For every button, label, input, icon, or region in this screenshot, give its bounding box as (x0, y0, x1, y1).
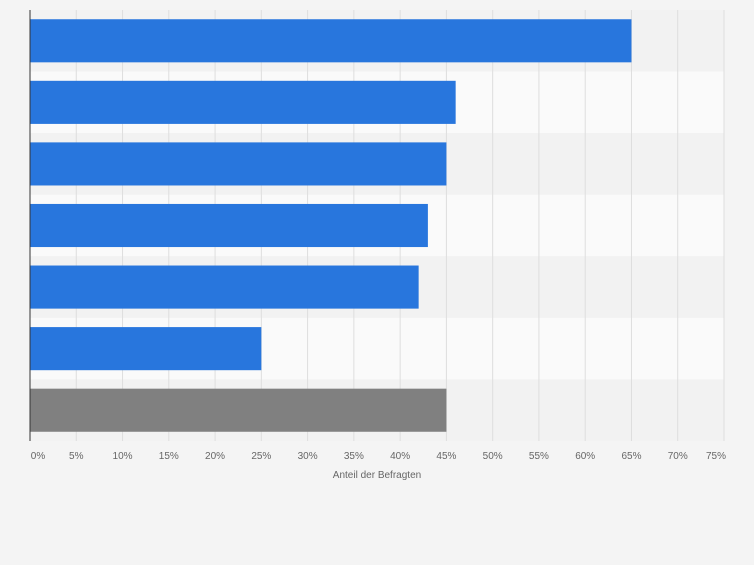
x-tick-label: 60% (575, 451, 595, 462)
bar[interactable] (30, 203, 428, 248)
bar[interactable] (30, 388, 447, 432)
bar[interactable] (30, 142, 447, 186)
x-tick-label: 50% (483, 451, 503, 462)
bar[interactable] (30, 327, 262, 371)
x-tick-label: 75% (706, 451, 726, 462)
x-tick-label: 15% (159, 451, 179, 462)
x-tick-label: 45% (436, 451, 456, 462)
x-tick-label: 35% (344, 451, 364, 462)
bar[interactable] (30, 19, 632, 63)
x-tick-label: 5% (69, 451, 84, 462)
x-tick-label: 0% (31, 451, 46, 462)
x-tick-label: 20% (205, 451, 225, 462)
bar[interactable] (30, 265, 419, 309)
bar[interactable] (30, 80, 456, 124)
x-tick-label: 25% (251, 451, 271, 462)
x-tick-label: 40% (390, 451, 410, 462)
x-axis-label: Anteil der Befragten (333, 470, 421, 481)
bars (30, 19, 632, 432)
x-tick-label: 10% (113, 451, 133, 462)
x-tick-labels: 0% 5% 10% 15% 20% 25% 30% 35% 40% 45% 50% 55% 60% 65%… (31, 451, 726, 462)
x-tick-label: 55% (529, 451, 549, 462)
x-tick-label: 70% (668, 451, 688, 462)
x-tick-label: 30% (298, 451, 318, 462)
x-tick-label: 65% (621, 451, 641, 462)
